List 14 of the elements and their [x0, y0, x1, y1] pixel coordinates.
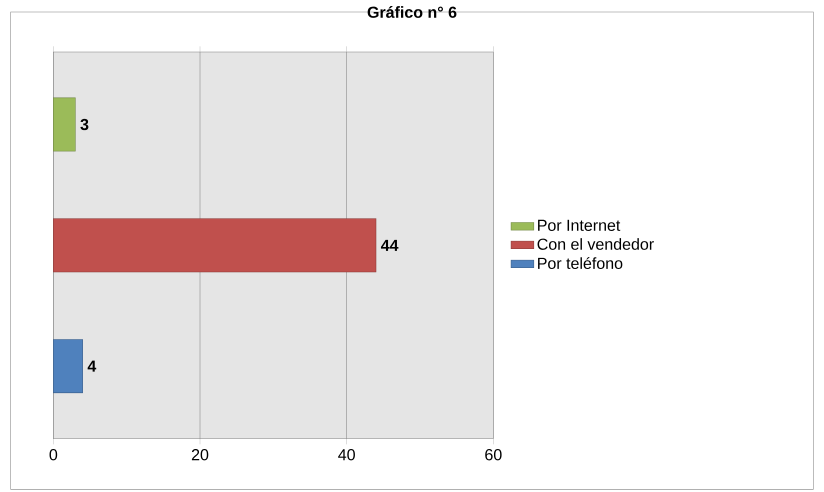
x-tick-label: 60	[485, 449, 502, 460]
data-label: 3	[80, 118, 88, 130]
chart-title: Gráfico n° 6	[368, 6, 456, 18]
legend-label: Con el vendedor	[538, 238, 654, 250]
bar	[53, 218, 376, 272]
legend-label: Por teléfono	[538, 257, 622, 269]
x-tick-label: 20	[192, 449, 208, 460]
data-label: 44	[380, 240, 398, 251]
legend-label: Por Internet	[538, 220, 620, 231]
x-tick-label: 40	[338, 449, 355, 460]
data-label: 4	[88, 360, 96, 372]
bar	[53, 98, 76, 152]
x-tick-label: 0	[50, 449, 58, 460]
bar	[53, 339, 83, 394]
